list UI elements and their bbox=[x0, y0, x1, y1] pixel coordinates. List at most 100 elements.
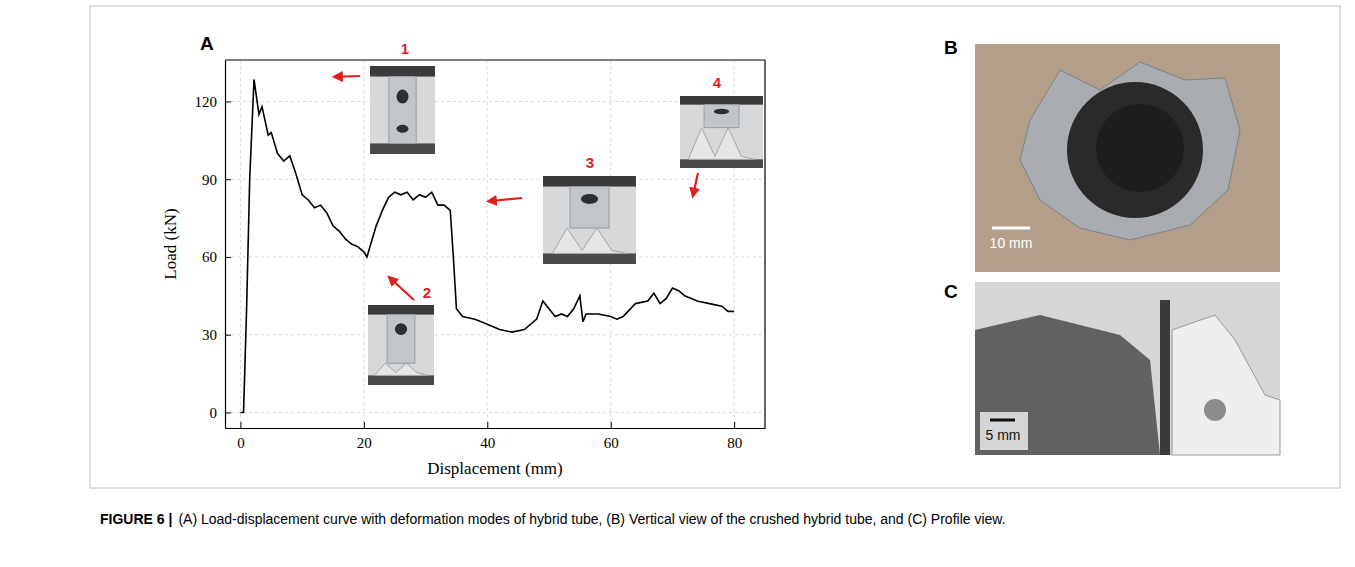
annotation-label: 2 bbox=[423, 284, 431, 301]
tick-label: 60 bbox=[202, 249, 217, 265]
photo-hole bbox=[1204, 399, 1226, 421]
inset-background bbox=[680, 96, 763, 168]
photo-petals bbox=[1020, 62, 1240, 240]
panel-label: C bbox=[944, 281, 958, 302]
grid-line bbox=[240, 60, 241, 428]
panel-label: B bbox=[944, 37, 958, 58]
inset-photo bbox=[370, 66, 435, 154]
tick-label: 80 bbox=[727, 435, 742, 451]
tick-label: 40 bbox=[480, 435, 495, 451]
inset-fold bbox=[375, 363, 428, 375]
inset-hole bbox=[396, 90, 408, 104]
annotation-arrow bbox=[389, 277, 414, 300]
tick-mark bbox=[225, 179, 231, 180]
tick-label: 120 bbox=[195, 94, 218, 110]
x-axis: 0 20 40 60 80 bbox=[226, 422, 766, 451]
tick: 0 bbox=[210, 405, 232, 421]
tick: 20 bbox=[357, 422, 372, 451]
annotation-arrow bbox=[488, 198, 522, 201]
photo-background bbox=[975, 282, 1280, 455]
inset-plate bbox=[370, 66, 435, 77]
inset-plate bbox=[680, 96, 763, 105]
tick-mark bbox=[487, 422, 488, 428]
grid-line bbox=[225, 256, 765, 257]
inset-tube bbox=[570, 187, 609, 228]
photo-tube-wall bbox=[1172, 315, 1280, 455]
tick: 0 bbox=[237, 422, 245, 451]
inset-photo bbox=[680, 96, 763, 168]
x-axis-title: Displacement (mm) bbox=[427, 459, 563, 478]
tick-label: 0 bbox=[237, 435, 245, 451]
inset-hole bbox=[714, 109, 729, 115]
scale-patch bbox=[980, 412, 1028, 450]
tick-mark bbox=[225, 257, 231, 258]
inset-hole bbox=[395, 323, 407, 335]
inset-background bbox=[543, 176, 636, 264]
tick-mark bbox=[225, 412, 231, 413]
frame-top bbox=[225, 59, 765, 60]
inset-plate bbox=[543, 176, 636, 187]
tick: 30 bbox=[202, 327, 231, 343]
inset-plate bbox=[543, 253, 636, 264]
scale-bar bbox=[990, 419, 1015, 422]
annotation-label: 3 bbox=[586, 154, 594, 171]
inset-plate bbox=[370, 143, 435, 154]
inset-fold bbox=[688, 128, 754, 160]
tick-mark bbox=[734, 422, 735, 428]
tick-mark bbox=[225, 335, 231, 336]
inset-tube bbox=[387, 315, 415, 364]
tick: 80 bbox=[727, 422, 742, 451]
annotation-arrow bbox=[334, 75, 360, 78]
scale-bar-label: 5 mm bbox=[986, 427, 1021, 443]
photo-b: 10 mm bbox=[975, 44, 1280, 272]
caption-text: (A) Load-displacement curve with deforma… bbox=[178, 511, 1005, 527]
inset-hole bbox=[581, 194, 598, 204]
axis-line bbox=[226, 428, 766, 429]
tick: 90 bbox=[202, 172, 231, 188]
photo-debris bbox=[975, 315, 1160, 455]
tick-label: 90 bbox=[202, 172, 217, 188]
tick: 60 bbox=[604, 422, 619, 451]
inset-fold bbox=[552, 228, 626, 253]
caption: FIGURE 6 |(A) Load-displacement curve wi… bbox=[100, 511, 1006, 527]
inset-background bbox=[370, 66, 435, 154]
annotations: 1234 bbox=[334, 40, 763, 385]
inset-hole bbox=[396, 125, 408, 133]
tick-label: 0 bbox=[210, 405, 218, 421]
tick-mark bbox=[611, 422, 612, 428]
axis-line bbox=[225, 61, 226, 429]
inset-photo bbox=[368, 305, 434, 385]
photo-core-inner bbox=[1096, 104, 1184, 192]
load-curve bbox=[240, 79, 734, 412]
tick-mark bbox=[225, 101, 231, 102]
annotation-arrow bbox=[693, 173, 698, 196]
scale-bar-label: 10 mm bbox=[990, 235, 1033, 251]
tick-mark bbox=[364, 422, 365, 428]
inset-tube bbox=[389, 77, 416, 144]
tick-label: 30 bbox=[202, 327, 217, 343]
inset-plate bbox=[368, 375, 434, 385]
grid-line bbox=[225, 334, 765, 335]
grid-line bbox=[487, 60, 488, 428]
photo-core bbox=[1067, 82, 1203, 218]
photo-plate bbox=[1160, 300, 1170, 455]
tick: 40 bbox=[480, 422, 495, 451]
y-axis: 0 30 60 90 120 bbox=[195, 61, 232, 429]
inset-tube bbox=[704, 105, 739, 128]
tick: 120 bbox=[195, 94, 232, 110]
plot-area bbox=[240, 79, 734, 412]
inset-plate bbox=[368, 305, 434, 315]
photo-c: 5 mm bbox=[975, 282, 1280, 455]
tick-mark bbox=[240, 422, 241, 428]
grid-line bbox=[225, 412, 765, 413]
figure-border bbox=[90, 6, 1340, 488]
scale-bar bbox=[992, 227, 1030, 230]
y-axis-title: Load (kN) bbox=[161, 208, 180, 279]
frame-right bbox=[764, 60, 765, 428]
grid bbox=[225, 60, 765, 428]
grid-line bbox=[363, 60, 364, 428]
inset-background bbox=[368, 305, 434, 385]
annotation-label: 1 bbox=[401, 40, 409, 57]
figure: 0 20 40 60 80 0 30 60 90 120 Displacement (mm) Load… bbox=[0, 0, 1355, 567]
photo-background bbox=[975, 44, 1280, 272]
